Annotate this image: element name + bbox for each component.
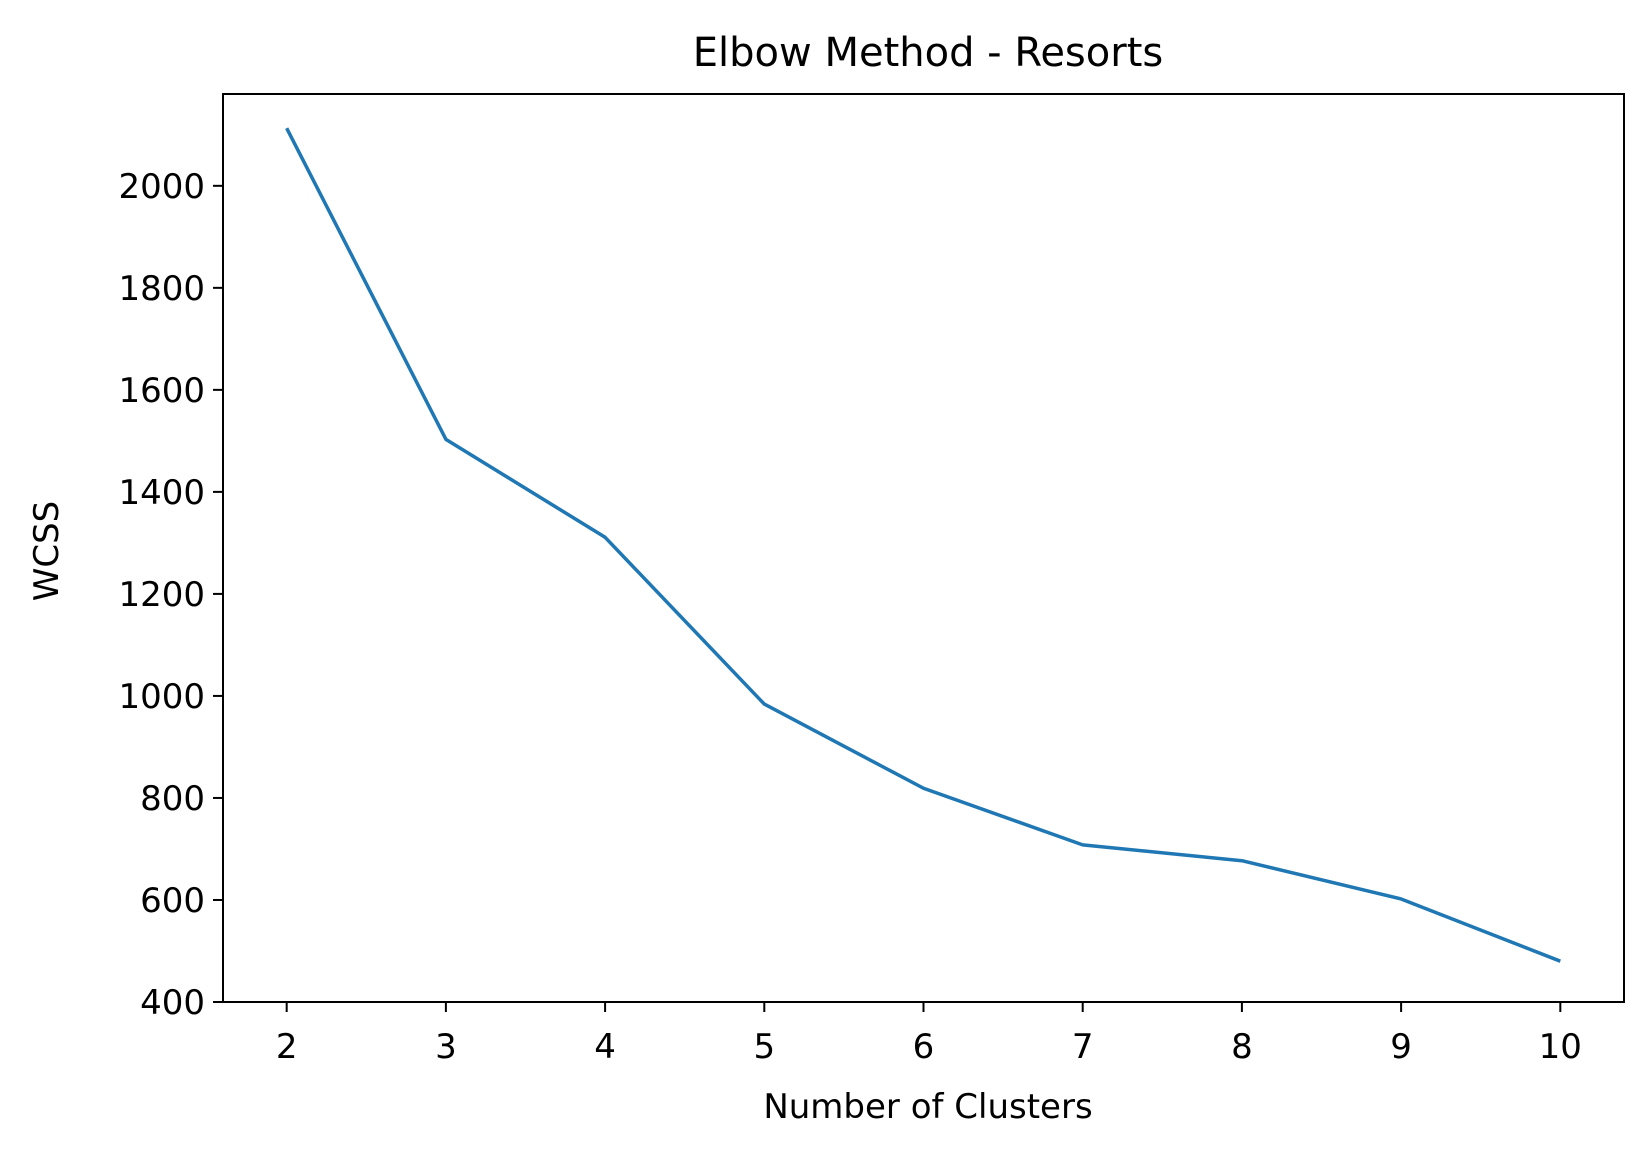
y-tick-label: 2000 xyxy=(118,167,205,207)
x-axis-label: Number of Clusters xyxy=(763,1087,1092,1127)
chart-title: Elbow Method - Resorts xyxy=(693,30,1163,76)
plot-area: 2 3 4 5 6 7 8 9 10 400 600 800 1000 1200 1400 1600 1800 2… xyxy=(118,93,1625,1067)
y-tick-label: 1000 xyxy=(118,677,205,717)
y-tick-label: 600 xyxy=(140,881,205,921)
x-tick-label: 7 xyxy=(1072,1027,1094,1067)
axes-frame xyxy=(222,93,1625,1003)
series-line xyxy=(285,127,1561,963)
x-tick-label: 5 xyxy=(753,1027,775,1067)
y-tick-label: 800 xyxy=(140,779,205,819)
x-tick-label: 8 xyxy=(1231,1027,1253,1067)
y-axis-label: WCSS xyxy=(27,501,67,602)
x-tick-label: 4 xyxy=(594,1027,616,1067)
y-tick-label: 1400 xyxy=(118,473,205,513)
x-tick-label: 3 xyxy=(435,1027,457,1067)
y-tick-label: 400 xyxy=(140,983,205,1023)
x-tick-label: 6 xyxy=(913,1027,935,1067)
x-tick-label: 10 xyxy=(1539,1027,1582,1067)
y-tick-label: 1600 xyxy=(118,371,205,411)
x-tick-label: 9 xyxy=(1390,1027,1412,1067)
y-tick-label: 1800 xyxy=(118,269,205,309)
x-tick-label: 2 xyxy=(276,1027,298,1067)
y-tick-label: 1200 xyxy=(118,575,205,615)
